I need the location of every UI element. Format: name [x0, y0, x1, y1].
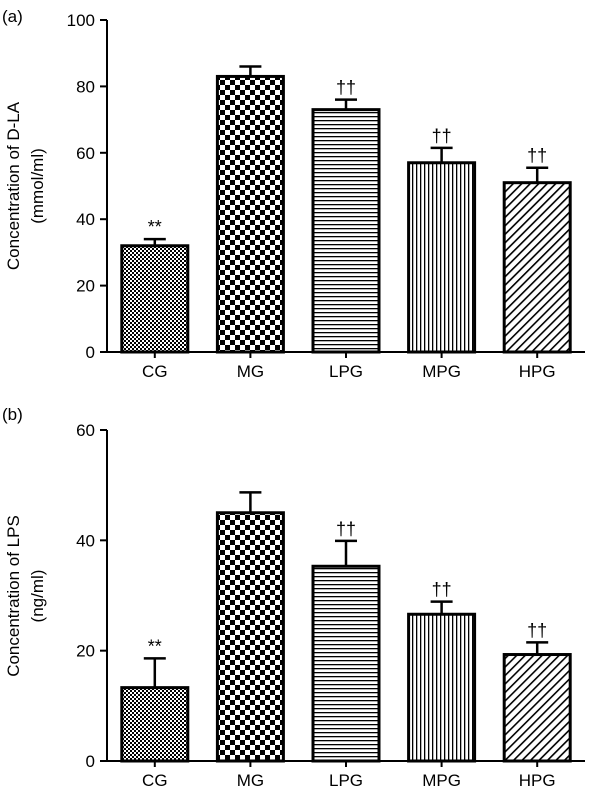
- panel-a-chart: (a) Concentration of D-LA (mmol/ml) 0 20 4…: [2, 7, 585, 381]
- x-tick-label: CG: [142, 771, 168, 790]
- bar: [215, 511, 285, 763]
- bar: [502, 181, 572, 354]
- y-axis-unit: (mmol/ml): [28, 148, 47, 224]
- bar: [311, 564, 381, 763]
- bar: [215, 74, 285, 354]
- x-tick-label: LPG: [329, 771, 363, 790]
- y-tick-label: 40: [76, 210, 95, 229]
- y-tick-label: 60: [76, 421, 95, 440]
- y-tick-label: 80: [76, 77, 95, 96]
- y-tick-label: 40: [76, 531, 95, 550]
- significance-label: ††: [527, 146, 547, 166]
- x-tick-label: MG: [237, 362, 264, 381]
- x-tick-label: CG: [142, 362, 168, 381]
- significance-label: ††: [336, 519, 356, 539]
- y-tick-label: 0: [86, 752, 95, 771]
- bar: [311, 108, 381, 354]
- y-tick-label: 0: [86, 343, 95, 362]
- significance-label: ††: [432, 580, 452, 600]
- y-axis-label: Concentration of LPS: [4, 515, 23, 677]
- significance-label: **: [148, 636, 162, 656]
- x-tick-label: HPG: [519, 362, 556, 381]
- x-tick-label: MPG: [422, 771, 461, 790]
- x-tick-label: HPG: [519, 771, 556, 790]
- significance-label: ††: [432, 126, 452, 146]
- x-tick-label: MPG: [422, 362, 461, 381]
- y-tick-label: 60: [76, 144, 95, 163]
- y-axis-unit: (ng/ml): [28, 570, 47, 623]
- significance-label: **: [148, 217, 162, 237]
- y-tick-label: 20: [76, 642, 95, 661]
- x-tick-label: LPG: [329, 362, 363, 381]
- y-axis-label: Concentration of D-LA: [4, 101, 23, 270]
- panel-label: (a): [2, 7, 23, 26]
- x-tick-label: MG: [237, 771, 264, 790]
- bar: [120, 686, 190, 763]
- bar: [120, 244, 190, 354]
- panel-b-chart: (b) Concentration of LPS (ng/ml) 0 20 40 60…: [2, 405, 585, 790]
- bar: [407, 612, 477, 763]
- bar: [407, 161, 477, 354]
- panel-label: (b): [2, 405, 23, 424]
- significance-label: ††: [527, 620, 547, 640]
- y-tick-label: 100: [67, 11, 95, 30]
- y-tick-label: 20: [76, 277, 95, 296]
- significance-label: ††: [336, 78, 356, 98]
- bar: [502, 653, 572, 763]
